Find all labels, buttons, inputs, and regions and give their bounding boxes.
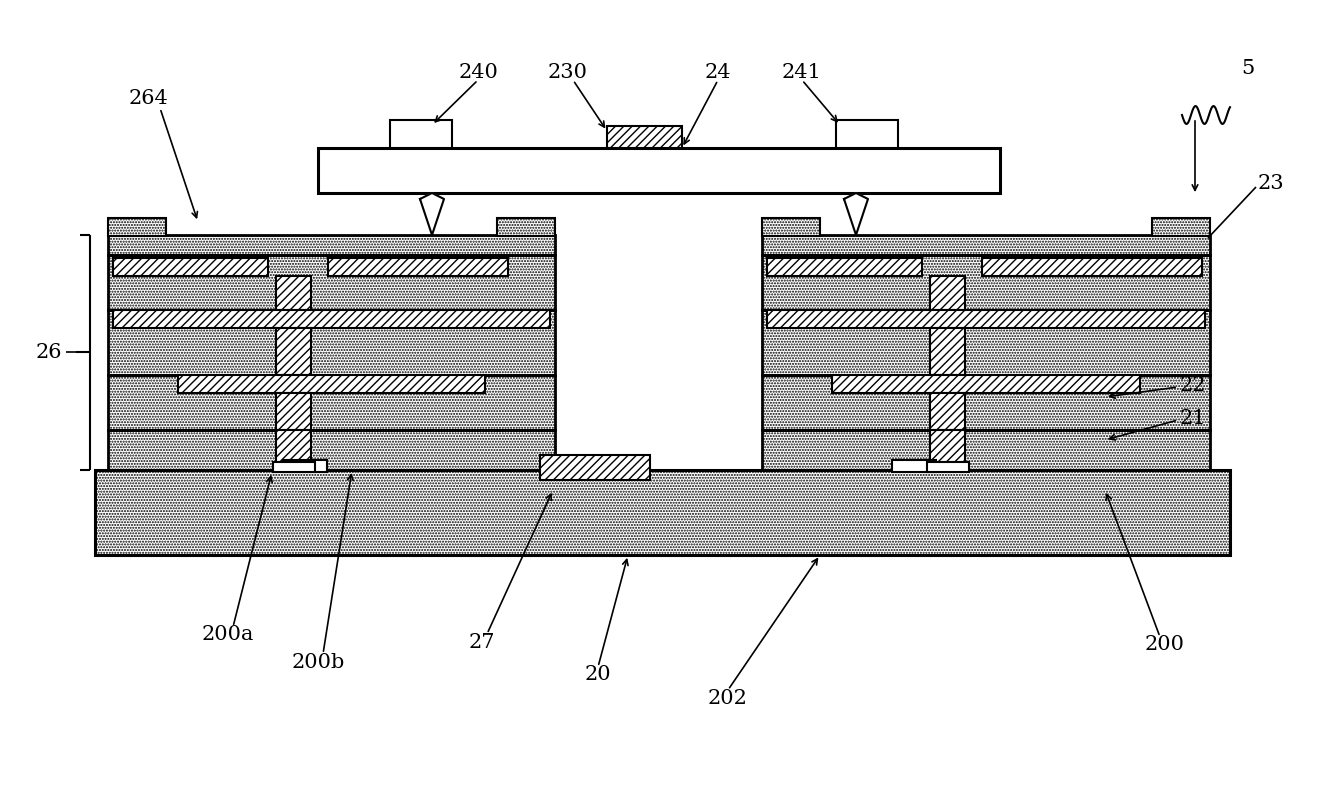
Bar — [113, 258, 268, 276]
Text: 200a: 200a — [202, 626, 255, 645]
Bar — [930, 430, 965, 462]
Bar — [930, 393, 965, 430]
Bar — [762, 235, 1210, 255]
Bar — [113, 310, 549, 328]
Text: 22: 22 — [1180, 375, 1206, 394]
Bar — [107, 235, 555, 255]
Bar — [606, 126, 682, 148]
Text: 230: 230 — [548, 63, 588, 82]
Bar — [762, 235, 1210, 255]
Bar — [273, 462, 314, 472]
Bar — [982, 258, 1202, 276]
Bar — [498, 218, 555, 236]
Text: 264: 264 — [129, 89, 169, 108]
Bar — [107, 255, 555, 310]
Bar — [1152, 218, 1210, 236]
Text: 24: 24 — [705, 63, 731, 82]
Bar — [767, 310, 1205, 328]
Bar — [1152, 218, 1210, 236]
Polygon shape — [421, 193, 445, 235]
Bar — [107, 235, 555, 255]
Bar — [276, 328, 311, 375]
Bar — [283, 460, 326, 472]
Bar — [107, 310, 555, 375]
Text: 27: 27 — [468, 633, 495, 652]
Bar — [276, 276, 311, 310]
Bar — [928, 462, 969, 472]
Bar — [762, 375, 1210, 430]
Bar — [762, 255, 1210, 310]
Bar — [107, 375, 555, 430]
Bar — [107, 430, 555, 470]
Text: 23: 23 — [1258, 173, 1285, 192]
Bar — [832, 375, 1140, 393]
Text: 5: 5 — [1241, 59, 1254, 78]
Bar — [107, 218, 166, 236]
Text: 20: 20 — [585, 665, 612, 684]
Text: 26: 26 — [36, 342, 62, 361]
Bar — [276, 430, 311, 462]
Bar — [762, 218, 820, 236]
Bar — [762, 430, 1210, 470]
Bar — [107, 255, 555, 310]
Bar — [107, 310, 555, 375]
Text: 200: 200 — [1145, 635, 1185, 654]
Text: 202: 202 — [709, 688, 748, 707]
Polygon shape — [844, 193, 868, 235]
Bar — [762, 310, 1210, 375]
Bar — [96, 470, 1230, 555]
Text: 21: 21 — [1180, 409, 1206, 428]
Bar — [767, 258, 922, 276]
Bar — [498, 218, 555, 236]
Bar — [762, 255, 1210, 310]
Bar — [836, 120, 898, 148]
Bar — [892, 460, 936, 472]
Bar — [107, 430, 555, 470]
Bar — [390, 120, 453, 148]
Bar — [96, 470, 1230, 555]
Bar — [107, 375, 555, 430]
Bar — [318, 148, 1001, 193]
Bar — [930, 276, 965, 310]
Bar — [328, 258, 508, 276]
Text: 200b: 200b — [292, 653, 345, 672]
Bar — [762, 375, 1210, 430]
Bar — [540, 455, 650, 480]
Bar — [107, 218, 166, 236]
Bar — [762, 218, 820, 236]
Bar — [276, 393, 311, 430]
Bar — [762, 430, 1210, 470]
Bar — [762, 310, 1210, 375]
Text: 240: 240 — [458, 63, 498, 82]
Bar — [178, 375, 484, 393]
Bar — [930, 328, 965, 375]
Text: 241: 241 — [782, 63, 821, 82]
